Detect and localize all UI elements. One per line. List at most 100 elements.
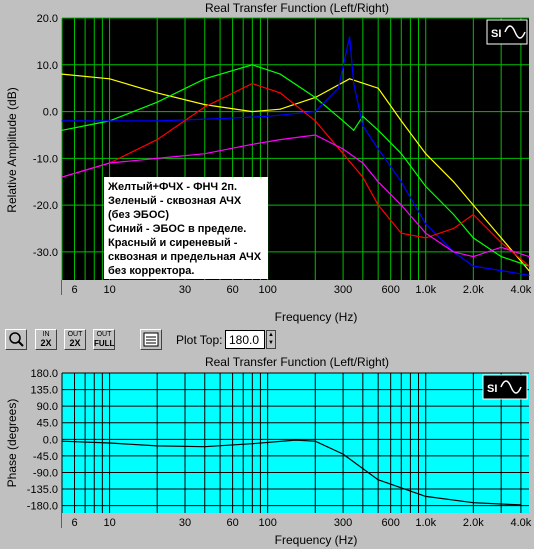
x-tick-label: 30	[179, 284, 191, 296]
data-point	[267, 115, 269, 117]
data-point	[500, 270, 502, 272]
annotation-line: Синий - ЭБОС в пределе.	[108, 223, 246, 235]
data-point	[528, 274, 530, 276]
phase-title: Real Transfer Function (Left/Right)	[205, 355, 389, 369]
data-point	[108, 120, 111, 122]
data-point	[425, 185, 427, 188]
x-tick-label: 600	[381, 517, 399, 529]
annotation-line: Зеленый - сквозная АЧХ	[108, 195, 242, 207]
data-point	[377, 148, 379, 150]
data-point	[219, 117, 221, 120]
data-point	[279, 139, 281, 141]
x-tick-label: 2.0k	[463, 517, 484, 529]
x-tick-label: 1.0k	[415, 284, 436, 296]
svg-text:SI: SI	[491, 28, 501, 40]
data-point	[108, 78, 111, 80]
plot-options-button[interactable]	[140, 329, 162, 350]
data-point	[425, 223, 427, 225]
data-point	[472, 502, 474, 504]
x-tick-label: 300	[334, 284, 352, 296]
data-point	[425, 237, 427, 239]
zoom-full-sub-label: FULL	[94, 339, 115, 348]
svg-text:SI: SI	[487, 383, 497, 395]
spin-down-icon[interactable]: ▼	[268, 340, 274, 346]
data-point	[61, 129, 63, 131]
data-point	[400, 153, 402, 155]
x-tick-label: 30	[179, 517, 191, 529]
y-tick-label: 10.0	[37, 60, 58, 72]
data-point	[349, 36, 351, 38]
phase-plot: Real Transfer Function (Left/Right) 6 10 3…	[0, 353, 534, 549]
phase-xlabel: Frequency (Hz)	[275, 533, 358, 547]
x-tick-label: 60	[226, 517, 238, 529]
data-point	[342, 153, 344, 155]
data-point	[500, 237, 502, 239]
data-point	[400, 181, 402, 183]
data-point	[342, 453, 344, 455]
zoom-in-2x-button[interactable]: IN 2X	[35, 329, 57, 350]
y-tick-label: -10.0	[33, 153, 58, 165]
data-point	[156, 120, 158, 122]
data-point	[279, 92, 281, 94]
data-point	[353, 82, 355, 85]
data-point	[425, 495, 427, 498]
x-tick-label: 100	[258, 284, 276, 296]
annotation-line: Красный и сиреневый -	[108, 237, 238, 249]
data-point	[204, 106, 206, 108]
data-point	[61, 440, 63, 442]
amplitude-ylabel: Relative Amplitude (dB)	[5, 87, 19, 212]
data-point	[377, 181, 379, 183]
data-point	[528, 270, 530, 272]
data-point	[500, 241, 502, 244]
y-tick-label: 90.0	[37, 401, 58, 413]
spin-up-icon[interactable]: ▲	[268, 332, 274, 338]
x-tick-label: 2.0k	[463, 284, 484, 296]
x-tick-label: 300	[334, 517, 352, 529]
series-line-red	[61, 82, 530, 267]
y-tick-label: -45.0	[33, 451, 58, 463]
data-point	[400, 120, 402, 122]
zoom-in-sub-label: 2X	[40, 338, 52, 348]
data-point	[452, 181, 455, 183]
data-point	[314, 120, 316, 122]
data-point	[377, 87, 379, 89]
data-point	[61, 73, 63, 75]
data-point	[251, 143, 253, 145]
series-line-black	[61, 439, 521, 506]
x-tick-label: 100	[258, 517, 276, 529]
magnifier-icon	[9, 332, 24, 347]
data-point	[156, 157, 158, 159]
data-point	[342, 120, 344, 122]
x-tick-label: 6	[71, 284, 77, 296]
data-point	[204, 78, 206, 80]
data-point	[425, 232, 427, 234]
x-tick-label: 4.0k	[511, 517, 532, 529]
data-point	[520, 504, 522, 506]
zoom-full-label: OUT	[96, 331, 112, 338]
data-point	[279, 73, 281, 75]
magnifier-button[interactable]	[5, 329, 27, 350]
data-point	[452, 227, 455, 230]
data-point	[362, 162, 364, 164]
y-tick-label: -30.0	[33, 247, 58, 259]
x-tick-label: 10	[103, 517, 115, 529]
annotation-line: (без ЭБОС)	[108, 209, 169, 221]
zoom-out-full-button[interactable]: OUT FULL	[93, 329, 115, 350]
list-icon	[143, 332, 159, 347]
zoom-out-2x-button[interactable]: OUT 2X	[64, 329, 86, 350]
annotation-box: Желтый+ФЧХ - ФНЧ 2п. Зеленый - сквозная А…	[104, 177, 268, 279]
data-point	[108, 162, 111, 164]
phase-plot-area[interactable]	[62, 373, 529, 513]
data-point	[61, 120, 63, 122]
data-point	[279, 108, 281, 110]
plot-top-spinner[interactable]: ▲ ▼	[266, 330, 276, 349]
data-point	[204, 103, 206, 106]
data-point	[108, 442, 111, 444]
plot-top-input[interactable]	[225, 330, 265, 349]
data-point	[294, 439, 297, 441]
series-line-magenta	[61, 134, 530, 258]
si-logo-phase-icon: SI	[482, 374, 528, 400]
data-point	[314, 110, 316, 113]
y-tick-label: 180.0	[30, 368, 58, 380]
x-tick-label: 6	[71, 517, 77, 529]
